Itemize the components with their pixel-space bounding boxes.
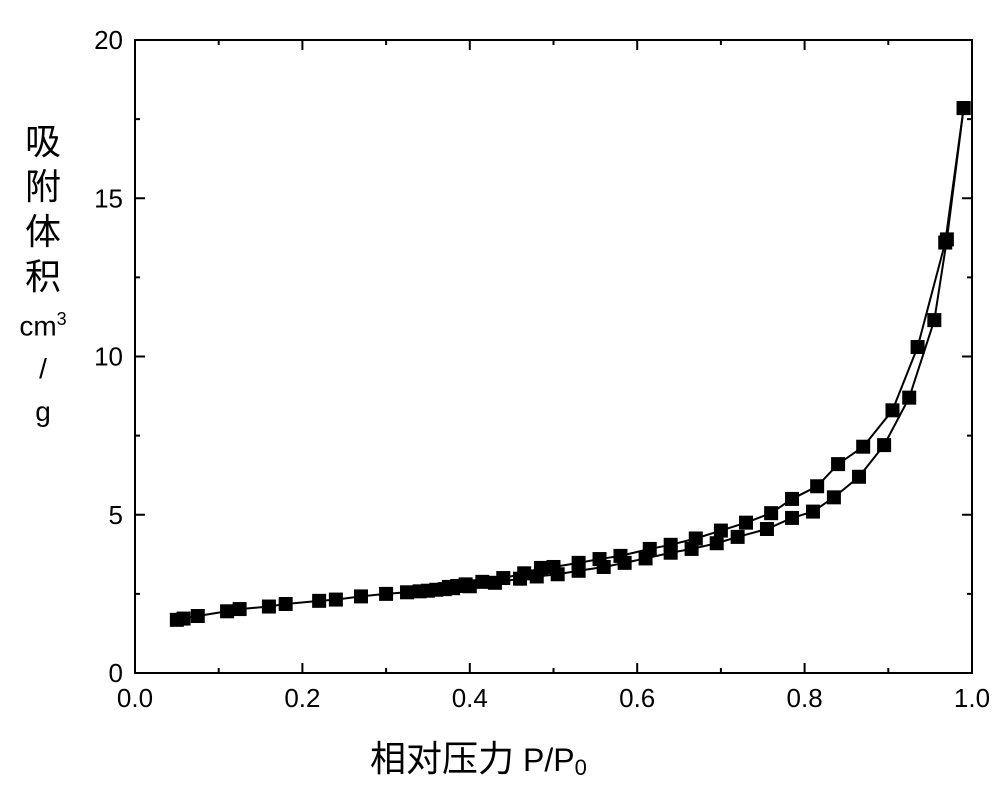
- y-label-part: g: [18, 394, 68, 429]
- y-label-part: 积: [18, 255, 68, 300]
- marker-desorption: [739, 516, 753, 530]
- x-axis-label: 相对压力 P/P0: [370, 730, 587, 782]
- series-line-desorption: [449, 108, 964, 587]
- marker-adsorption: [400, 585, 414, 599]
- marker-desorption: [785, 492, 799, 506]
- marker-desorption: [442, 580, 456, 594]
- marker-adsorption: [852, 470, 866, 484]
- marker-adsorption: [220, 604, 234, 618]
- marker-desorption: [810, 479, 824, 493]
- marker-adsorption: [177, 612, 191, 626]
- marker-desorption: [643, 542, 657, 556]
- plot-svg: 0.00.20.40.60.81.005101520: [0, 0, 1000, 798]
- marker-desorption: [496, 571, 510, 585]
- y-label-part: [18, 343, 68, 351]
- marker-adsorption: [191, 609, 205, 623]
- marker-desorption: [714, 524, 728, 538]
- marker-desorption: [911, 340, 925, 354]
- marker-desorption: [593, 552, 607, 566]
- marker-desorption: [534, 561, 548, 575]
- marker-adsorption: [279, 597, 293, 611]
- marker-desorption: [547, 560, 561, 574]
- x-tick-label: 0.2: [284, 683, 320, 713]
- marker-desorption: [764, 506, 778, 520]
- marker-adsorption: [731, 530, 745, 544]
- marker-adsorption: [354, 589, 368, 603]
- marker-adsorption: [379, 587, 393, 601]
- marker-adsorption: [827, 490, 841, 504]
- marker-desorption: [517, 566, 531, 580]
- y-label-part: cm3: [18, 308, 68, 343]
- marker-desorption: [856, 440, 870, 454]
- marker-adsorption: [785, 511, 799, 525]
- marker-desorption: [689, 531, 703, 545]
- x-label-text: 相对压力: [370, 739, 523, 779]
- marker-adsorption: [806, 505, 820, 519]
- marker-desorption: [831, 457, 845, 471]
- marker-desorption: [957, 101, 971, 115]
- marker-adsorption: [760, 522, 774, 536]
- y-tick-label: 5: [109, 500, 123, 530]
- marker-desorption: [664, 538, 678, 552]
- marker-desorption: [475, 575, 489, 589]
- y-label-part: 附: [18, 165, 68, 210]
- x-label-sub: 0: [575, 755, 587, 780]
- x-tick-label: 0.4: [452, 683, 488, 713]
- y-label-part: 体: [18, 210, 68, 255]
- series-line-adsorption: [177, 108, 964, 620]
- y-label-part: [18, 386, 68, 394]
- marker-desorption: [938, 236, 952, 250]
- y-axis-label: 吸附体积 cm3 / g: [18, 120, 68, 429]
- marker-desorption: [613, 549, 627, 563]
- y-label-part: 吸: [18, 120, 68, 165]
- x-label-symbol: P/P: [523, 742, 575, 778]
- y-tick-label: 15: [94, 183, 123, 213]
- y-label-part: /: [18, 351, 68, 386]
- marker-adsorption: [262, 600, 276, 614]
- y-tick-label: 10: [94, 342, 123, 372]
- marker-adsorption: [902, 391, 916, 405]
- marker-adsorption: [877, 438, 891, 452]
- marker-desorption: [572, 556, 586, 570]
- marker-adsorption: [710, 536, 724, 550]
- x-tick-label: 0.6: [619, 683, 655, 713]
- chart-container: 0.00.20.40.60.81.005101520 吸附体积 cm3 / g …: [0, 0, 1000, 798]
- y-tick-label: 20: [94, 25, 123, 55]
- marker-adsorption: [329, 593, 343, 607]
- x-tick-label: 1.0: [954, 683, 990, 713]
- y-label-part: [18, 300, 68, 308]
- x-tick-label: 0.8: [787, 683, 823, 713]
- y-tick-label: 0: [109, 658, 123, 688]
- marker-adsorption: [233, 602, 247, 616]
- marker-adsorption: [927, 313, 941, 327]
- marker-desorption: [885, 403, 899, 417]
- marker-adsorption: [312, 594, 326, 608]
